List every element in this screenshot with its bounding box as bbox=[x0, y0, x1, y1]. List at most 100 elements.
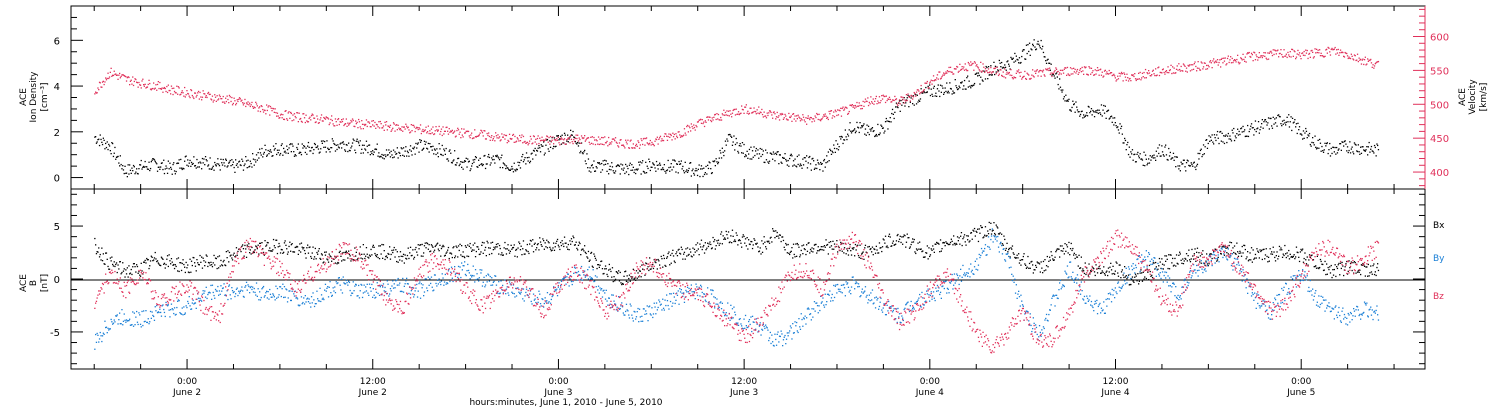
density-point bbox=[261, 147, 263, 150]
velocity-point bbox=[668, 133, 670, 135]
density-point bbox=[990, 74, 993, 76]
velocity-point bbox=[1375, 62, 1377, 64]
density-point bbox=[132, 170, 134, 172]
bx-point bbox=[488, 253, 491, 256]
bx-point bbox=[672, 249, 674, 251]
bx-point bbox=[547, 241, 549, 243]
density-point bbox=[457, 157, 459, 160]
bx-point bbox=[729, 241, 731, 243]
density-point bbox=[171, 173, 173, 175]
bx-point bbox=[638, 276, 640, 278]
velocity-point bbox=[873, 103, 875, 105]
density-point bbox=[934, 95, 936, 97]
density-point bbox=[410, 150, 412, 152]
bx-point bbox=[481, 241, 484, 244]
velocity-point bbox=[1149, 75, 1151, 77]
velocity-point bbox=[105, 77, 107, 79]
density-point bbox=[770, 152, 772, 155]
velocity-point bbox=[393, 123, 395, 125]
density-point bbox=[817, 162, 819, 164]
velocity-point bbox=[1078, 71, 1080, 74]
bx-point bbox=[630, 276, 632, 278]
bx-point bbox=[1168, 268, 1171, 270]
density-point bbox=[668, 166, 670, 169]
bx-point bbox=[983, 236, 985, 238]
bx-point bbox=[853, 247, 855, 249]
bx-point bbox=[190, 271, 192, 273]
density-point bbox=[680, 160, 682, 162]
velocity-point bbox=[1218, 61, 1220, 64]
velocity-point bbox=[299, 118, 301, 120]
density-point bbox=[1057, 83, 1059, 86]
density-point bbox=[1143, 151, 1145, 153]
velocity-point bbox=[1293, 50, 1295, 52]
velocity-point bbox=[742, 109, 744, 111]
bx-point bbox=[404, 254, 406, 256]
velocity-point bbox=[1168, 69, 1171, 72]
velocity-point bbox=[1015, 72, 1017, 74]
velocity-point bbox=[801, 119, 803, 121]
density-point bbox=[249, 165, 251, 167]
velocity-point bbox=[826, 116, 829, 119]
velocity-point bbox=[1045, 69, 1048, 71]
density-point bbox=[1377, 144, 1379, 147]
velocity-point bbox=[660, 140, 662, 142]
density-point bbox=[806, 155, 808, 157]
velocity-point bbox=[934, 79, 936, 81]
bx-point bbox=[750, 240, 752, 243]
density-point bbox=[1173, 159, 1175, 161]
density-point bbox=[1228, 138, 1230, 140]
bx-point bbox=[382, 244, 385, 246]
density-point bbox=[1222, 141, 1224, 143]
bx-point bbox=[810, 250, 812, 252]
velocity-point bbox=[1224, 57, 1226, 59]
bx-point bbox=[502, 254, 504, 256]
density-point bbox=[698, 164, 700, 166]
bx-point bbox=[111, 256, 113, 258]
density-point bbox=[207, 165, 209, 167]
bx-point bbox=[364, 257, 366, 260]
velocity-point bbox=[1077, 73, 1079, 75]
bx-point bbox=[1181, 262, 1183, 264]
velocity-point bbox=[1367, 60, 1369, 62]
velocity-point bbox=[1298, 52, 1301, 54]
velocity-point bbox=[439, 133, 441, 135]
density-point bbox=[540, 144, 542, 146]
velocity-point bbox=[240, 100, 242, 102]
bx-point bbox=[1144, 276, 1146, 278]
density-point bbox=[1149, 155, 1151, 157]
density-point bbox=[1185, 170, 1187, 172]
bx-point bbox=[1179, 253, 1181, 255]
bx-point bbox=[1042, 260, 1045, 263]
density-point bbox=[755, 147, 757, 150]
bx-point bbox=[555, 242, 557, 244]
density-point bbox=[553, 145, 555, 148]
velocity-point bbox=[1265, 57, 1267, 59]
velocity-point bbox=[546, 135, 549, 138]
bx-point bbox=[863, 258, 865, 260]
bx-point bbox=[585, 252, 587, 255]
density-point bbox=[1110, 116, 1112, 118]
velocity-point bbox=[614, 137, 617, 139]
velocity-point bbox=[1129, 77, 1131, 80]
density-point bbox=[308, 146, 310, 148]
velocity-point bbox=[352, 119, 354, 122]
velocity-point bbox=[837, 114, 840, 116]
bx-point bbox=[372, 244, 374, 246]
density-point bbox=[749, 158, 751, 160]
velocity-point bbox=[362, 128, 364, 130]
density-point bbox=[910, 97, 912, 99]
velocity-point bbox=[790, 115, 792, 117]
density-point bbox=[239, 164, 241, 166]
velocity-point bbox=[870, 96, 872, 98]
velocity-point bbox=[741, 105, 743, 107]
velocity-point bbox=[508, 140, 510, 143]
bx-point bbox=[842, 242, 844, 245]
bx-point bbox=[1192, 255, 1194, 257]
density-point bbox=[136, 172, 139, 175]
bx-point bbox=[144, 259, 146, 262]
density-point bbox=[805, 160, 807, 162]
velocity-point bbox=[1119, 75, 1121, 77]
velocity-point bbox=[698, 119, 700, 121]
density-point bbox=[230, 165, 232, 167]
